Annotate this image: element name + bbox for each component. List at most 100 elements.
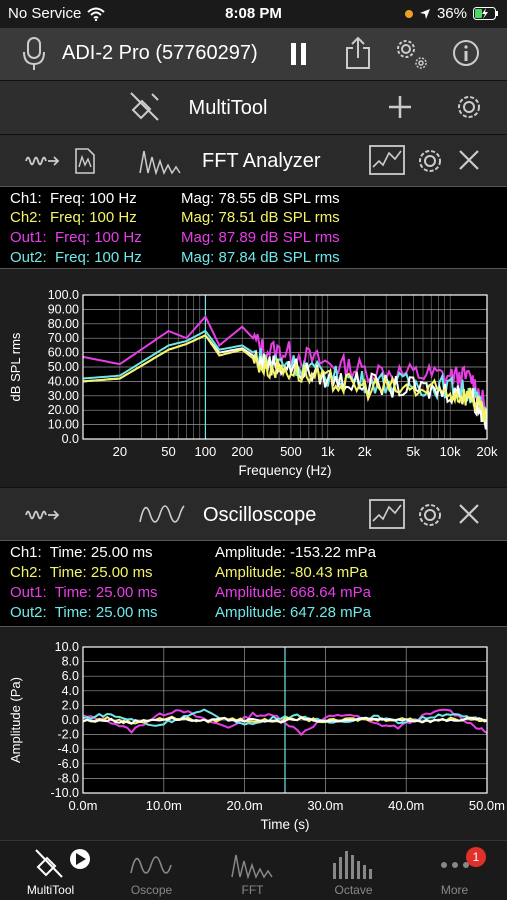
fft-readout-out2-label: Out2: Freq: 100 Hz (10, 249, 142, 266)
y-axis-label: Amplitude (Pa) (8, 677, 23, 763)
device-settings-icon[interactable] (393, 36, 429, 72)
scope-chart[interactable]: -10.0-8.0-6.0-4.0-2.00.02.04.06.08.0 10.0… (0, 627, 507, 841)
fft-readout-ch1-mag: Mag: 78.55 dB SPL rms (181, 190, 340, 207)
plot-border (82, 646, 488, 794)
location-arrow-icon (419, 8, 430, 19)
fft-chart[interactable]: 0.010.0020.0030.0040.0050.0060.0070.0080… (0, 269, 507, 487)
x-tick-label: 20k (477, 444, 498, 459)
y-tick-label: -2.0 (57, 728, 79, 742)
series-group (83, 314, 487, 430)
spectrogram-icon[interactable] (74, 147, 96, 175)
x-tick-label: 20.0m (227, 798, 263, 813)
series-group (83, 708, 487, 737)
fft-readout-out1-label: Out1: Freq: 100 Hz (10, 229, 142, 246)
scope-readout-ch2-amp: Amplitude: -80.43 mPa (215, 564, 368, 581)
tab-octave[interactable]: Octave (303, 841, 404, 900)
recording-dot-icon (404, 9, 413, 18)
x-tick-label: 5k (406, 444, 420, 459)
y-tick-label: -4.0 (57, 742, 79, 756)
microphone-icon[interactable] (22, 37, 46, 71)
x-tick-label: 10.0m (146, 798, 182, 813)
scope-readout-out2-label: Out2: Time: 25.00 ms (10, 604, 158, 621)
scope-signal-input-icon[interactable] (24, 506, 60, 524)
y-tick-label: 70.00 (48, 331, 79, 345)
sine-wave-icon (139, 505, 185, 523)
tab-more[interactable]: 1 More (404, 841, 505, 900)
status-right: 36% (404, 5, 499, 22)
wifi-icon (87, 7, 106, 21)
scope-readout-ch2-label: Ch2: Time: 25.00 ms (10, 564, 153, 581)
multitool-icon[interactable] (128, 90, 162, 124)
x-tick-label: 2k (358, 444, 372, 459)
x-tick-label: 100 (195, 444, 217, 459)
scope-settings-icon[interactable] (416, 501, 444, 529)
y-tick-label: 10.00 (48, 418, 79, 432)
add-icon[interactable] (388, 95, 412, 119)
more-icon (441, 862, 469, 868)
fft-readout-out2-mag: Mag: 87.84 dB SPL rms (181, 249, 340, 266)
scope-graph-options-icon[interactable] (369, 499, 405, 529)
multitool-icon (35, 849, 90, 878)
y-tick-label: 20.00 (48, 403, 79, 417)
x-tick-label: 200 (231, 444, 253, 459)
plot-border (82, 294, 488, 440)
carrier-label: No Service (8, 5, 82, 22)
x-tick-label: 30.0m (307, 798, 343, 813)
tab-bar: MultiTool Oscope FFT Octave 1 More (0, 840, 507, 900)
tab-octave-label: Octave (334, 883, 373, 897)
x-axis-label: Time (s) (261, 817, 310, 832)
x-tick-label: 1k (321, 444, 335, 459)
tab-more-label: More (440, 883, 469, 897)
x-tick-label: 10k (440, 444, 461, 459)
fft-readout-out1-mag: Mag: 87.89 dB SPL rms (181, 229, 340, 246)
series-line (83, 716, 487, 725)
scope-readout-out1-amp: Amplitude: 668.64 mPa (215, 584, 371, 601)
y-tick-label: 80.00 (48, 317, 79, 331)
y-axis-label: dB SPL rms (8, 332, 23, 401)
fft-graph-options-icon[interactable] (369, 145, 405, 175)
fft-icon (139, 150, 181, 175)
scope-plot-area: -10.0 -8.0 -6.0 -4.0 -2.0 0.0 2.0 4.0 6.0 8.0 10.0… (0, 626, 507, 840)
x-tick-label: 40.0m (388, 798, 424, 813)
tab-oscope[interactable]: Oscope (101, 841, 202, 900)
y-tick-label: 60.00 (48, 346, 79, 360)
y-tick-label: 6.0 (62, 669, 79, 683)
tab-fft-label: FFT (241, 883, 264, 897)
y-tick-label: -8.0 (57, 771, 79, 785)
y-tick-label: -6.0 (57, 757, 79, 771)
multitool-title: MultiTool (188, 97, 268, 119)
info-icon[interactable] (452, 39, 480, 67)
y-tick-label: 100.0 (48, 288, 79, 302)
pause-icon[interactable] (289, 42, 309, 66)
device-title[interactable]: ADI-2 Pro (57760297) (62, 42, 258, 64)
scope-title: Oscilloscope (203, 504, 317, 526)
y-tick-label: 0.0 (62, 713, 79, 727)
fft-settings-icon[interactable] (416, 147, 444, 175)
y-tick-label: 8.0 (62, 655, 79, 669)
y-tick-label: -10.0 (51, 786, 80, 800)
tab-fft[interactable]: FFT (202, 841, 303, 900)
share-icon[interactable] (345, 36, 371, 70)
scope-readout-out1-label: Out1: Time: 25.00 ms (10, 584, 158, 601)
signal-input-icon[interactable] (24, 152, 60, 170)
fft-readout-ch1-label: Ch1: Freq: 100 Hz (10, 190, 137, 207)
device-bar: ADI-2 Pro (57760297) (0, 28, 507, 80)
scope-readout-ch1-label: Ch1: Time: 25.00 ms (10, 544, 153, 561)
octave-bars-icon (333, 851, 372, 879)
tab-oscope-label: Oscope (130, 883, 173, 897)
y-tick-label: 4.0 (62, 684, 79, 698)
x-tick-label: 50 (161, 444, 175, 459)
sine-wave-icon (130, 856, 172, 874)
scope-readout: Ch1: Time: 25.00 ms Amplitude: -153.22 m… (0, 540, 507, 626)
scope-close-icon[interactable] (458, 503, 480, 525)
y-tick-label: 90.00 (48, 302, 79, 316)
y-tick-label: 2.0 (62, 698, 79, 712)
tab-multitool[interactable]: MultiTool (0, 841, 101, 900)
more-badge: 1 (466, 847, 486, 867)
scope-readout-out2-amp: Amplitude: 647.28 mPa (215, 604, 371, 621)
fft-close-icon[interactable] (458, 149, 480, 171)
multitool-settings-icon[interactable] (455, 93, 483, 121)
fft-readout-ch2-mag: Mag: 78.51 dB SPL rms (181, 209, 340, 226)
fft-readout: Ch1: Freq: 100 Hz Mag: 78.55 dB SPL rms … (0, 186, 507, 268)
y-tick-label: 0.0 (62, 432, 79, 446)
